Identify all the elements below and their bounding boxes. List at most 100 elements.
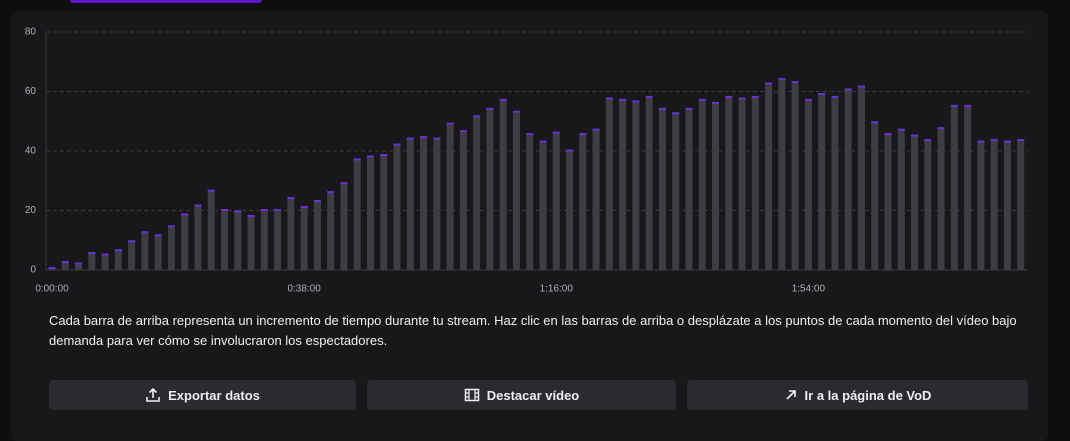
bar	[871, 121, 879, 270]
bar	[194, 204, 202, 270]
bar-cap	[751, 95, 759, 98]
bar	[804, 98, 812, 270]
bar-cap	[247, 214, 255, 217]
bar	[964, 104, 972, 270]
bar	[221, 209, 229, 270]
bar	[751, 95, 759, 271]
tab-indicator	[70, 0, 262, 3]
vod-button[interactable]: Ir a la página de VoD	[687, 380, 1028, 410]
bar	[937, 127, 945, 270]
bar	[181, 213, 189, 270]
bar	[1003, 140, 1011, 270]
bar	[605, 97, 613, 270]
bar-cap	[539, 140, 547, 143]
bar	[499, 98, 507, 270]
film-icon	[464, 388, 479, 402]
bar	[566, 149, 574, 270]
bar	[512, 110, 520, 271]
bar-cap	[300, 206, 308, 209]
bar	[274, 209, 282, 270]
bar	[128, 240, 136, 270]
bar	[738, 97, 746, 270]
bar-cap	[526, 133, 534, 136]
bar-cap	[327, 191, 335, 194]
bar	[857, 85, 865, 270]
bar	[313, 200, 321, 270]
bar-cap	[725, 95, 733, 98]
bar	[61, 261, 69, 270]
bar	[366, 155, 374, 270]
export-button[interactable]: Exportar datos	[49, 380, 356, 410]
bar-cap	[672, 112, 680, 115]
bar	[818, 92, 826, 270]
bar-cap	[818, 92, 826, 95]
bar	[88, 252, 96, 270]
bar-cap	[459, 130, 467, 133]
bar-cap	[937, 127, 945, 130]
bar-cap	[380, 153, 388, 156]
bar	[924, 139, 932, 270]
bar-cap	[592, 128, 600, 131]
bar	[260, 209, 268, 270]
bar	[433, 137, 441, 270]
bar-cap	[844, 88, 852, 91]
bar-cap	[857, 85, 865, 88]
bar	[459, 130, 467, 270]
bar	[300, 206, 308, 270]
bar-cap	[632, 100, 640, 103]
bar	[393, 143, 401, 270]
bar	[884, 133, 892, 270]
bar-cap	[486, 107, 494, 110]
arrow-icon	[785, 390, 796, 400]
bar	[778, 78, 786, 270]
highlight-button[interactable]: Destacar vídeo	[367, 380, 676, 410]
bar-cap	[154, 234, 162, 237]
bar	[672, 112, 680, 270]
bar-cap	[181, 213, 189, 216]
bar	[712, 101, 719, 270]
bar-cap	[738, 97, 746, 100]
bar	[473, 115, 481, 270]
bar-cap	[61, 261, 69, 264]
y-tick-label: 80	[25, 27, 37, 38]
bar	[327, 191, 335, 270]
x-tick-label: 1:16:00	[540, 284, 574, 295]
bar-cap	[964, 104, 972, 107]
bar-cap	[141, 231, 149, 234]
button-label: Exportar datos	[168, 387, 260, 403]
bar-cap	[950, 104, 958, 107]
bar	[539, 140, 547, 270]
bar-cap	[778, 78, 786, 81]
bar	[831, 95, 839, 271]
y-tick-label: 0	[30, 265, 36, 276]
x-tick-label: 1:54:00	[792, 284, 826, 295]
bar-cap	[1003, 140, 1011, 143]
bar-cap	[911, 134, 919, 137]
bar	[977, 140, 985, 270]
bar-cap	[340, 182, 348, 185]
bar	[632, 100, 640, 270]
bar-cap	[101, 253, 109, 256]
bar	[154, 234, 162, 270]
x-tick-label: 0:38:00	[287, 284, 321, 295]
bar	[75, 262, 83, 270]
bar-cap	[114, 249, 122, 252]
export-icon	[146, 387, 160, 402]
bar-cap	[791, 81, 799, 84]
bar-cap	[446, 122, 454, 125]
bar-cap	[1017, 139, 1025, 142]
bar-cap	[75, 262, 83, 265]
bar	[380, 153, 388, 270]
bar	[287, 197, 295, 270]
bar-cap	[88, 252, 96, 255]
bar-cap	[194, 204, 202, 207]
bar-cap	[48, 267, 56, 270]
bar	[526, 133, 534, 270]
bar-cap	[804, 98, 812, 101]
bar-cap	[605, 97, 613, 100]
bar-cap	[765, 82, 773, 85]
bar-cap	[167, 225, 175, 228]
bar-cap	[274, 209, 282, 212]
bar-cap	[433, 137, 441, 140]
bar	[765, 82, 773, 270]
